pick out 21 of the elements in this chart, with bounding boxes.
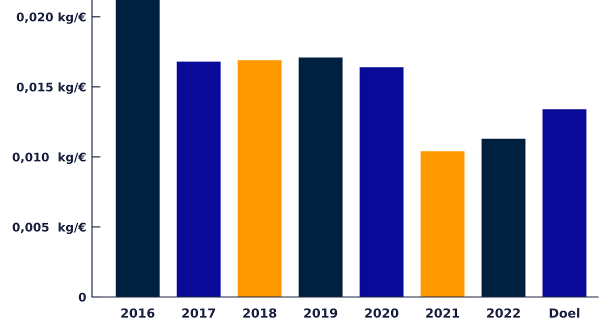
y-tick-label: 0,010 kg/€	[12, 152, 86, 164]
x-tick-label: Doel	[550, 308, 580, 318]
y-tick-label: 0	[78, 292, 86, 302]
bar	[238, 60, 282, 297]
y-tick-label: 0,005 kg/€	[12, 222, 86, 234]
x-tick-label: 2016	[121, 308, 154, 318]
x-tick-label: 2022	[487, 308, 520, 318]
bar	[542, 109, 586, 297]
x-tick-label: 2021	[426, 308, 460, 318]
x-tick-label: 2018	[243, 308, 276, 318]
y-tick-label: 0,020 kg/€	[16, 12, 86, 24]
bar	[298, 57, 343, 297]
y-tick-label: 0,015 kg/€	[16, 82, 86, 94]
bar	[116, 0, 160, 297]
bar	[420, 151, 464, 297]
x-tick-label: 2017	[182, 308, 216, 318]
x-tick-label: 2020	[365, 308, 398, 318]
bar	[360, 67, 404, 297]
x-tick-label: 2019	[304, 308, 338, 318]
bar	[482, 138, 526, 297]
bar	[176, 62, 221, 297]
